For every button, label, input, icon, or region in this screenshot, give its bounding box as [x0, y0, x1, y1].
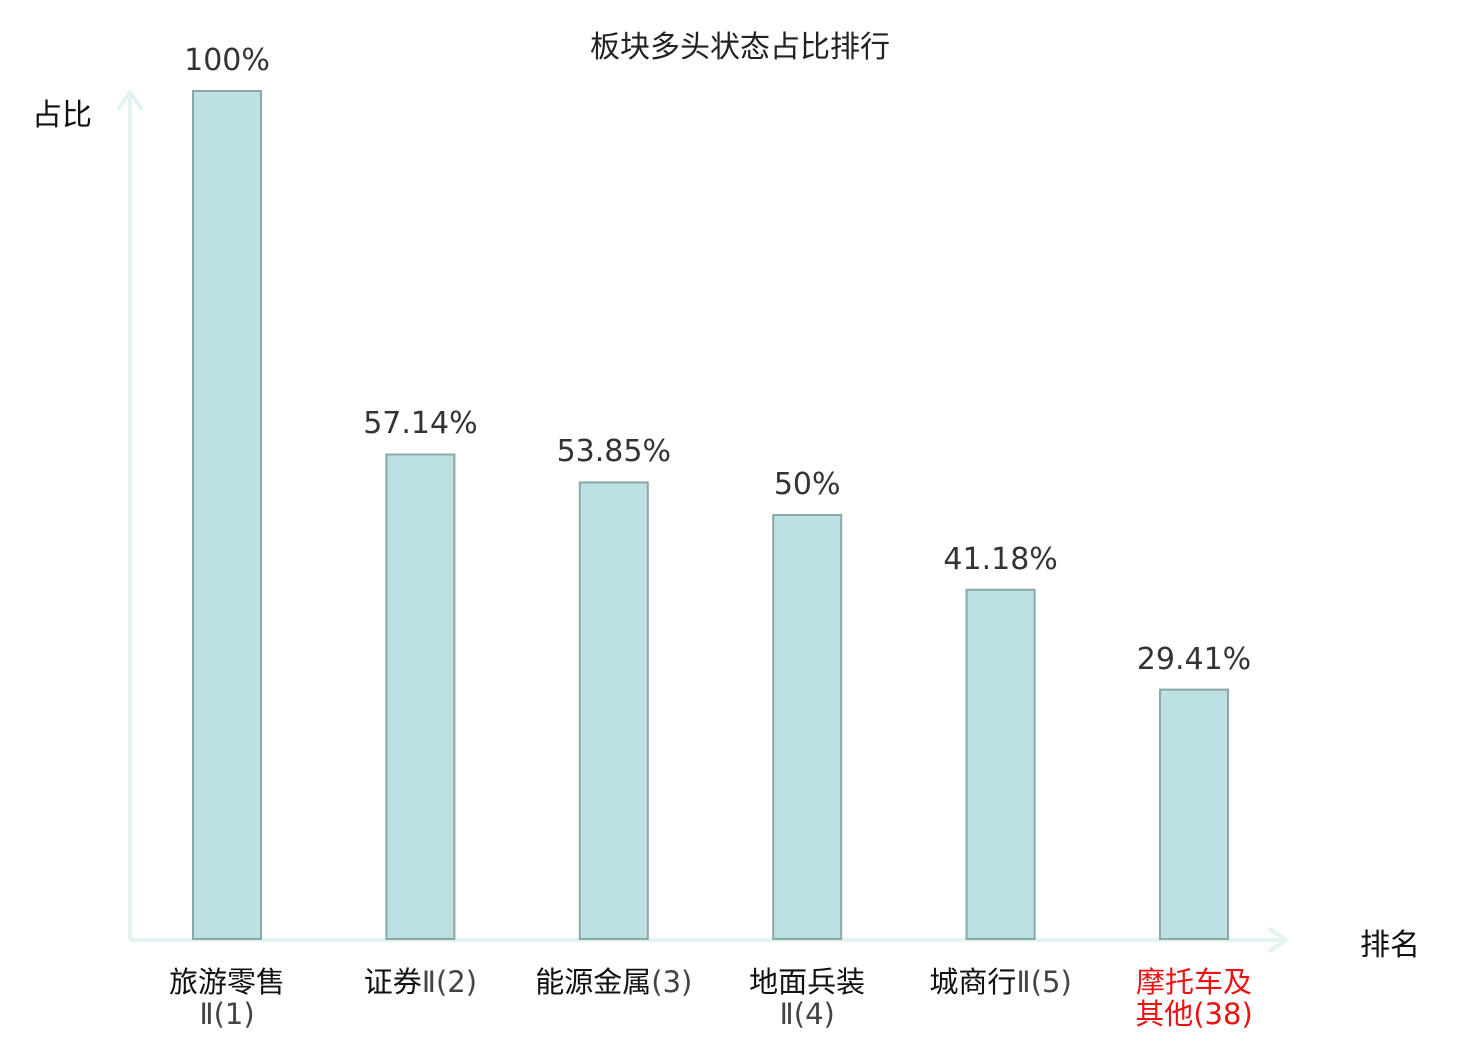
bar-2	[385, 453, 456, 940]
x-tick-name: 城商行	[929, 965, 1017, 999]
x-tick-name: 能源金属	[535, 965, 652, 999]
x-tick-suffix: (3)	[651, 965, 693, 999]
y-axis-label: 占比	[32, 98, 92, 133]
bar-6	[1159, 688, 1229, 940]
value-label-6: 29.41%	[1136, 641, 1252, 677]
x-tick-label-3: 能源金属(3)	[514, 966, 714, 998]
x-tick-name: 摩托车及	[1135, 965, 1252, 999]
x-tick-suffix: Ⅱ(2)	[421, 965, 478, 999]
axes	[117, 90, 1288, 953]
x-tick-label-1: 旅游零售 Ⅱ(1)	[127, 966, 327, 1030]
bar-1	[192, 90, 262, 940]
chart-title: 板块多头状态占比排行	[590, 30, 890, 65]
x-tick-label-2: 证券Ⅱ(2)	[320, 966, 520, 998]
bar-5	[965, 588, 1036, 940]
x-axis-arrow	[1268, 927, 1288, 953]
value-label-3: 53.85%	[556, 434, 671, 470]
bar-4	[772, 514, 843, 940]
bar-3	[578, 481, 649, 940]
bars	[192, 90, 1229, 940]
x-tick-suffix: 其他(38)	[1135, 997, 1253, 1031]
x-tick-name: 地面兵装	[749, 965, 866, 999]
value-label-4: 50%	[773, 467, 841, 502]
x-tick-suffix: Ⅱ(5)	[1016, 965, 1072, 999]
x-tick-suffix: Ⅱ(1)	[199, 997, 255, 1031]
y-axis-arrow	[117, 90, 143, 110]
value-label-1: 100%	[184, 43, 270, 78]
value-label-2: 57.14%	[363, 406, 478, 442]
x-tick-name: 证券	[363, 965, 422, 999]
x-tick-label-6: 摩托车及 其他(38)	[1094, 966, 1294, 1030]
x-axis-label: 排名	[1360, 928, 1420, 963]
x-tick-label-4: 地面兵装 Ⅱ(4)	[707, 966, 907, 1030]
x-tick-label-5: 城商行Ⅱ(5)	[901, 966, 1101, 998]
value-label-5: 41.18%	[943, 541, 1058, 577]
x-tick-suffix: Ⅱ(4)	[779, 997, 835, 1031]
x-tick-name: 旅游零售	[168, 965, 285, 999]
